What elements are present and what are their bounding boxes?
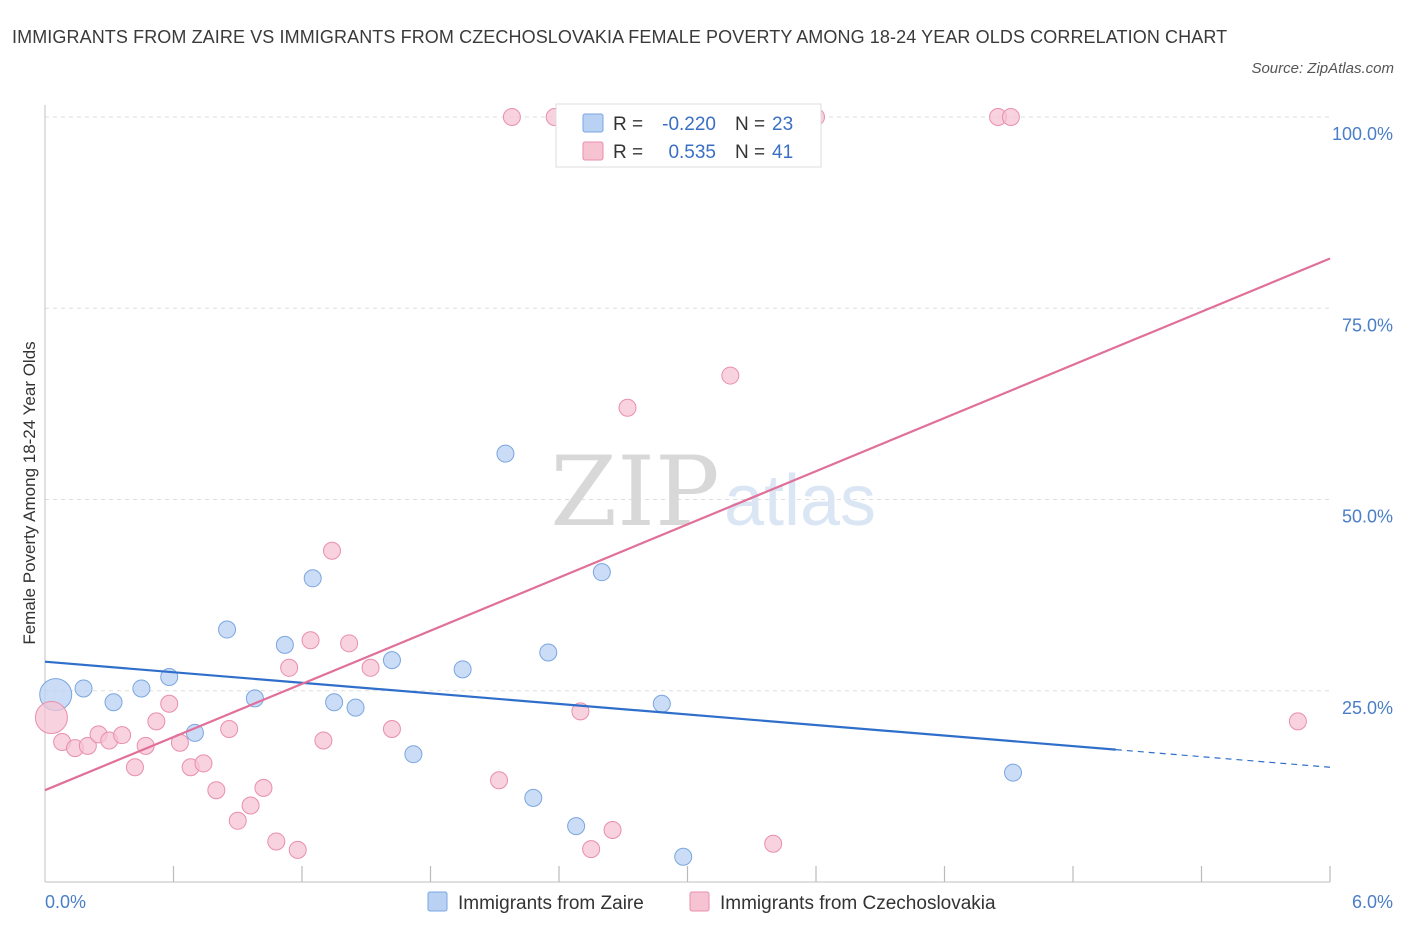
point-czech-20 — [280, 658, 299, 677]
point-czech-33 — [721, 366, 740, 385]
x-tick-label-min: 0.0% — [45, 892, 86, 912]
point-czech-6 — [113, 726, 132, 745]
series-legend: Immigrants from Zaire Immigrants from Cz… — [427, 891, 996, 914]
legend-r-value-zaire: -0.220 — [662, 114, 716, 135]
bottom-legend-label-czech: Immigrants from Czechoslovakia — [720, 893, 996, 914]
point-czech-34 — [764, 834, 783, 853]
y-tick-labels: 25.0% 50.0% 75.0% 100.0% — [1332, 124, 1393, 718]
point-czech-15 — [220, 720, 239, 738]
y-tick-label-100: 100.0% — [1332, 124, 1393, 144]
chart-source: Source: ZipAtlas.com — [1251, 60, 1394, 77]
point-czech-21 — [288, 840, 307, 859]
bottom-legend-label-zaire: Immigrants from Zaire — [458, 893, 644, 914]
legend-swatch-czech — [582, 141, 604, 161]
bottom-legend-swatch-czech — [689, 891, 710, 912]
point-czech-30 — [582, 840, 601, 859]
correlation-legend: R = -0.220 N = 23 R = 0.535 N = 41 — [555, 103, 822, 168]
point-zaire-2 — [104, 693, 123, 712]
trend-line-czech — [44, 257, 1331, 792]
point-czech-26 — [361, 658, 380, 677]
series-zaire-points — [39, 444, 1023, 866]
point-czech-32 — [618, 398, 637, 417]
point-czech-35 — [502, 108, 521, 126]
point-zaire-1 — [74, 679, 93, 698]
point-czech-22 — [301, 631, 320, 650]
point-czech-17 — [241, 796, 260, 815]
point-zaire-15 — [496, 444, 515, 463]
bottom-legend-swatch-zaire — [427, 891, 448, 912]
point-zaire-22 — [1004, 763, 1023, 782]
point-zaire-19 — [592, 563, 611, 582]
legend-n-value-zaire: 23 — [772, 114, 793, 135]
legend-n-value-czech: 41 — [772, 142, 793, 163]
point-zaire-10 — [325, 693, 344, 712]
legend-n-label-czech: N = — [735, 142, 765, 163]
point-czech-9 — [147, 712, 166, 731]
point-czech-31 — [603, 820, 622, 839]
point-czech-24 — [322, 541, 341, 560]
point-czech-19 — [267, 832, 286, 851]
y-axis-label: Female Poverty Among 18-24 Year Olds — [20, 341, 39, 644]
watermark-zip: ZIP — [550, 436, 719, 548]
point-zaire-20 — [652, 694, 671, 713]
y-tick-label-50: 50.0% — [1342, 507, 1393, 527]
x-axis-ticks — [172, 866, 1331, 882]
point-czech-13 — [194, 754, 213, 773]
point-czech-25 — [340, 634, 359, 653]
y-tick-label-75: 75.0% — [1342, 315, 1393, 335]
trend-line-zaire-extension — [1115, 749, 1331, 768]
point-zaire-8 — [275, 635, 294, 654]
grid-lines — [45, 116, 1330, 692]
point-zaire-16 — [524, 788, 543, 807]
legend-swatch-zaire — [582, 113, 604, 133]
legend-r-value-czech: 0.535 — [668, 142, 716, 163]
point-czech-18 — [254, 778, 273, 797]
trend-lines — [44, 257, 1331, 792]
legend-n-label-zaire: N = — [735, 114, 765, 135]
watermark-atlas: atlas — [724, 461, 876, 541]
point-czech-23 — [314, 731, 333, 750]
point-czech-7 — [125, 758, 144, 777]
point-zaire-14 — [453, 660, 472, 679]
y-tick-label-25: 25.0% — [1342, 698, 1393, 718]
point-czech-28 — [490, 771, 509, 790]
point-zaire-17 — [539, 643, 558, 662]
legend-r-label-czech: R = — [613, 142, 643, 163]
legend-r-label-zaire: R = — [613, 114, 643, 135]
point-czech-40 — [1288, 712, 1307, 731]
point-czech-0 — [34, 701, 68, 735]
point-czech-16 — [228, 811, 247, 830]
point-czech-39 — [1001, 108, 1020, 126]
point-czech-10 — [160, 694, 179, 713]
point-zaire-6 — [218, 620, 237, 639]
point-czech-29 — [571, 702, 590, 721]
x-tick-label-max: 6.0% — [1352, 892, 1393, 912]
point-zaire-3 — [132, 679, 151, 698]
chart-title: IMMIGRANTS FROM ZAIRE VS IMMIGRANTS FROM… — [12, 27, 1228, 47]
point-zaire-11 — [346, 698, 365, 717]
point-czech-3 — [78, 736, 97, 755]
point-zaire-18 — [567, 817, 586, 836]
point-zaire-12 — [382, 651, 401, 670]
point-zaire-13 — [404, 745, 423, 764]
point-czech-27 — [382, 720, 401, 738]
point-zaire-21 — [674, 847, 693, 866]
trend-line-zaire — [44, 660, 1116, 751]
point-zaire-9 — [303, 569, 322, 588]
point-czech-14 — [207, 781, 226, 800]
